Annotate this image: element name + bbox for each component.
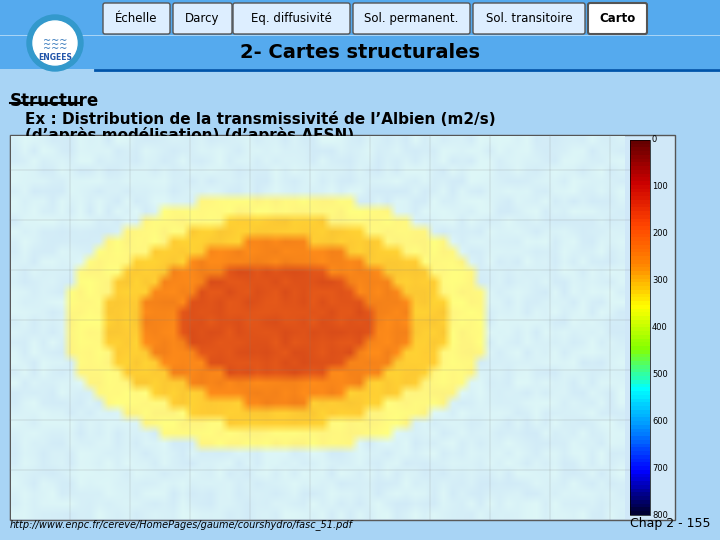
Text: 800: 800: [652, 510, 668, 519]
Text: (d’après modélisation) (d’après AESN): (d’après modélisation) (d’après AESN): [25, 127, 354, 143]
FancyBboxPatch shape: [0, 0, 720, 35]
Bar: [630, 140, 650, 515]
Text: Ex : Distribution de la transmissivité de l’Albien (m2/s): Ex : Distribution de la transmissivité d…: [25, 112, 495, 127]
Text: ENGEES: ENGEES: [38, 53, 72, 63]
Text: Chap 2 - 155: Chap 2 - 155: [629, 517, 710, 530]
Text: Structure: Structure: [10, 92, 99, 110]
Text: 200: 200: [652, 230, 667, 238]
Text: 0: 0: [652, 136, 657, 145]
Text: Eq. diffusivité: Eq. diffusivité: [251, 12, 332, 25]
Text: 100: 100: [652, 183, 667, 191]
FancyBboxPatch shape: [103, 3, 170, 34]
Text: 700: 700: [652, 464, 668, 472]
FancyBboxPatch shape: [353, 3, 470, 34]
Text: ~~~: ~~~: [42, 44, 67, 54]
Text: 500: 500: [652, 370, 667, 379]
Text: Sol. transitoire: Sol. transitoire: [486, 12, 572, 25]
Circle shape: [33, 21, 77, 65]
Text: ~~~: ~~~: [42, 40, 67, 50]
Text: ~~~: ~~~: [42, 36, 67, 46]
FancyBboxPatch shape: [588, 3, 647, 34]
FancyBboxPatch shape: [0, 36, 720, 69]
FancyBboxPatch shape: [10, 135, 675, 520]
Text: 2- Cartes structurales: 2- Cartes structurales: [240, 44, 480, 63]
FancyBboxPatch shape: [233, 3, 350, 34]
Text: 400: 400: [652, 323, 667, 332]
Text: 600: 600: [652, 417, 668, 426]
FancyBboxPatch shape: [0, 70, 720, 540]
Circle shape: [27, 15, 83, 71]
FancyBboxPatch shape: [473, 3, 585, 34]
Text: Darcy: Darcy: [185, 12, 220, 25]
Text: http://www.enpc.fr/cereve/HomePages/gaume/courshydro/fasc_51.pdf: http://www.enpc.fr/cereve/HomePages/gaum…: [10, 519, 353, 530]
Text: Carto: Carto: [599, 12, 636, 25]
Text: Sol. permanent.: Sol. permanent.: [364, 12, 459, 25]
FancyBboxPatch shape: [173, 3, 232, 34]
Text: 300: 300: [652, 276, 668, 285]
Text: Échelle: Échelle: [115, 12, 158, 25]
